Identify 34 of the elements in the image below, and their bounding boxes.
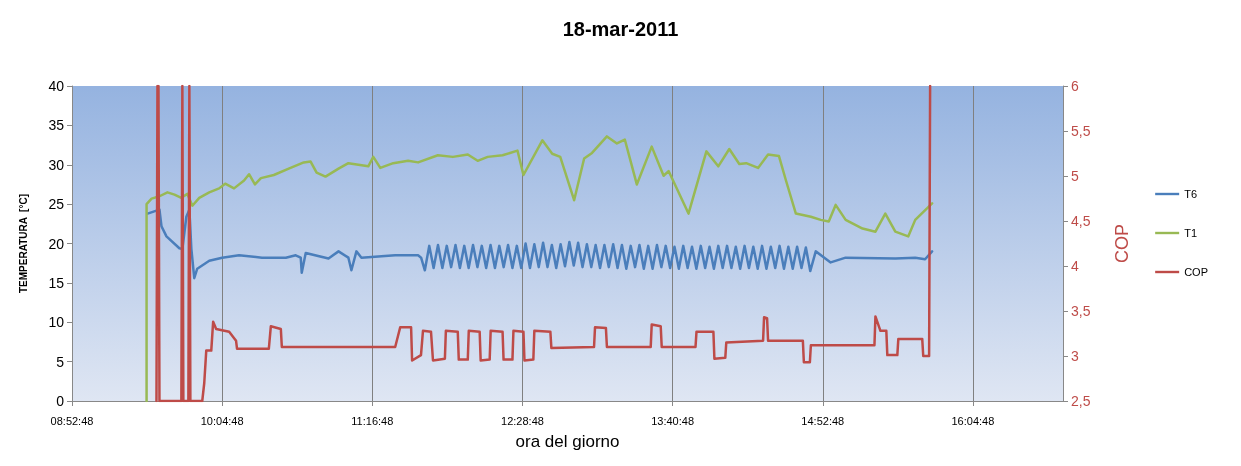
line-series — [155, 84, 932, 403]
legend-label: COP — [1184, 266, 1209, 278]
x-tick-label: 08:52:48 — [50, 414, 94, 427]
y2-tick-label: 5,5 — [1071, 123, 1091, 139]
y2-tick-label: 5 — [1071, 168, 1079, 184]
y2-axis-title: COP — [1112, 223, 1132, 264]
y-axis-title: TEMPERATURA [°C] — [17, 194, 29, 293]
line-series — [145, 135, 934, 403]
line-series — [146, 208, 934, 280]
y2-tick-label: 6 — [1071, 78, 1079, 94]
y2-tick-label: 3,5 — [1071, 303, 1091, 319]
y2-tick-label: 4 — [1071, 258, 1079, 274]
y2-tick-label: 2,5 — [1071, 393, 1091, 409]
x-tick-label: 16:04:48 — [951, 414, 995, 427]
y-tick-label: 10 — [48, 314, 65, 331]
y-tick-label: 20 — [48, 235, 65, 252]
x-tick-label: 11:16:48 — [351, 414, 394, 427]
y-tick-label: 5 — [56, 353, 65, 370]
x-tick-label: 14:52:48 — [801, 414, 845, 427]
x-axis-title: ora del giorno — [515, 432, 620, 451]
y-tick-label: 25 — [48, 196, 65, 213]
legend-label: T1 — [1184, 227, 1198, 239]
legend-label: T6 — [1184, 188, 1198, 200]
x-tick-label: 12:28:48 — [501, 414, 544, 427]
y-tick-label: 0 — [56, 393, 65, 409]
y-tick-label: 35 — [48, 117, 65, 134]
y2-tick-label: 4,5 — [1071, 213, 1091, 229]
y-tick-label: 30 — [48, 156, 65, 173]
y-tick-label: 40 — [48, 78, 65, 94]
y2-tick-label: 3 — [1071, 348, 1079, 364]
chart-title: 18-mar-2011 — [562, 18, 679, 40]
x-tick-label: 13:40:48 — [651, 414, 695, 427]
x-tick-label: 10:04:48 — [200, 414, 244, 427]
y-tick-label: 15 — [48, 274, 65, 291]
